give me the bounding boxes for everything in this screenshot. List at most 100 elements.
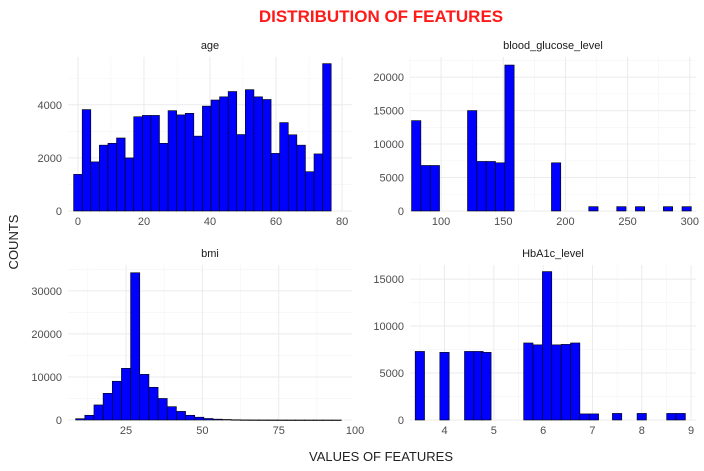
y-tick-label: 15000 — [373, 106, 404, 118]
histogram-bar — [212, 418, 223, 421]
histogram-bar — [276, 419, 287, 421]
histogram-bar — [221, 419, 232, 421]
histogram-bar — [429, 165, 440, 212]
y-axis-title: COUNTS — [6, 214, 21, 269]
histogram-bar — [227, 91, 238, 212]
x-axis-title: VALUES OF FEATURES — [309, 449, 453, 464]
histogram-bar — [588, 413, 599, 421]
histogram-bar — [176, 411, 186, 421]
histogram-bar — [194, 416, 205, 421]
histogram-bar — [322, 63, 332, 212]
histogram-bar — [495, 162, 506, 212]
x-tick-label: 60 — [270, 216, 282, 228]
y-tick-label: 10000 — [373, 321, 404, 333]
histogram-bar — [231, 419, 241, 421]
y-tick-label: 4000 — [38, 100, 62, 112]
x-tick-label: 300 — [681, 216, 699, 228]
histogram-bar — [411, 120, 422, 212]
histogram-bar — [176, 114, 186, 212]
y-tick-label: 2000 — [38, 153, 62, 165]
histogram-bar — [439, 352, 450, 421]
histogram-bar — [202, 105, 212, 212]
y-tick-label: 10000 — [373, 139, 404, 151]
histogram-bar — [579, 413, 590, 421]
facet-title-bmi: bmi — [201, 248, 219, 260]
x-tick-label: 25 — [120, 425, 132, 437]
histogram-bar — [150, 115, 160, 212]
histogram-bar — [84, 414, 95, 421]
y-tick-label: 5000 — [380, 173, 404, 185]
histogram-bar — [588, 206, 599, 212]
histogram-bar — [133, 116, 143, 212]
histogram-bar — [570, 342, 581, 421]
panel-blood-glucose-level: 100 150 200 250 300 0 5000 10000 15000 20000 blood… — [373, 40, 699, 228]
histogram-bar — [270, 153, 280, 212]
y-tick-label: 20000 — [31, 329, 62, 341]
histogram-bar — [481, 352, 492, 421]
y-tick-label: 0 — [56, 415, 62, 427]
histogram-bar — [130, 272, 141, 421]
x-tick-label: 4 — [441, 425, 447, 437]
histogram-bar — [267, 419, 278, 421]
facet-title-blood-glucose-level: blood_glucose_level — [503, 40, 603, 52]
x-tick-label: 100 — [346, 425, 364, 437]
facet-title-hba1c-level: HbA1c_level — [522, 248, 584, 260]
histogram-bar — [532, 344, 543, 421]
histogram-bar — [111, 380, 122, 421]
histogram-bar — [295, 419, 305, 421]
histogram-bar — [219, 96, 229, 212]
histogram-bar — [90, 161, 100, 212]
histogram-bar — [675, 413, 686, 421]
x-tick-label: 200 — [556, 216, 574, 228]
histogram-bar — [240, 419, 250, 421]
x-tick-label: 100 — [432, 216, 450, 228]
histogram-bar — [116, 137, 126, 212]
y-tick-label: 0 — [398, 206, 404, 218]
x-tick-label: 20 — [138, 216, 150, 228]
facet-title-age: age — [201, 40, 219, 52]
x-tick-label: 7 — [589, 425, 595, 437]
chart-title: DISTRIBUTION OF FEATURES — [259, 7, 503, 26]
x-tick-label: 50 — [196, 425, 208, 437]
histogram-bar — [635, 206, 646, 212]
histogram-bar — [93, 404, 104, 421]
x-tick-label: 250 — [618, 216, 636, 228]
histogram-bar — [210, 99, 220, 212]
y-tick-label: 10000 — [31, 372, 62, 384]
histogram-bar — [287, 134, 298, 212]
y-tick-label: 20000 — [373, 72, 404, 84]
histogram-bar — [542, 271, 553, 421]
histogram-bar — [262, 99, 272, 212]
histogram-bar — [102, 393, 113, 421]
histogram-bar — [167, 110, 177, 212]
histogram-bar — [236, 134, 246, 212]
histogram-bar — [203, 418, 214, 421]
histogram-bar — [249, 419, 260, 421]
x-tick-label: 0 — [75, 216, 81, 228]
histogram-bar — [139, 374, 150, 421]
histogram-bar — [75, 418, 86, 421]
histogram-bar — [296, 144, 306, 212]
y-tick-label: 0 — [398, 415, 404, 427]
histogram-bar — [636, 413, 647, 421]
histogram-bar — [504, 64, 515, 212]
histogram-bar — [464, 351, 475, 421]
histogram-bar — [99, 144, 109, 212]
histogram-bar — [313, 419, 324, 421]
x-tick-label: 8 — [639, 425, 645, 437]
histogram-bar — [414, 351, 425, 421]
panel-bmi: 25 50 75 100 0 10000 20000 30000 bmi — [31, 248, 364, 437]
histogram-bar — [467, 110, 478, 212]
histogram-bar — [551, 162, 562, 212]
histogram-bar — [523, 342, 534, 421]
x-tick-label: 40 — [204, 216, 216, 228]
histogram-bar — [193, 135, 203, 212]
y-tick-label: 0 — [56, 206, 62, 218]
histogram-bar — [616, 206, 627, 212]
x-tick-label: 75 — [273, 425, 285, 437]
histogram-bar — [286, 419, 296, 421]
histogram-bar — [551, 344, 562, 421]
histogram-bar — [666, 413, 677, 421]
y-tick-label: 5000 — [380, 368, 404, 380]
x-tick-label: 6 — [540, 425, 546, 437]
